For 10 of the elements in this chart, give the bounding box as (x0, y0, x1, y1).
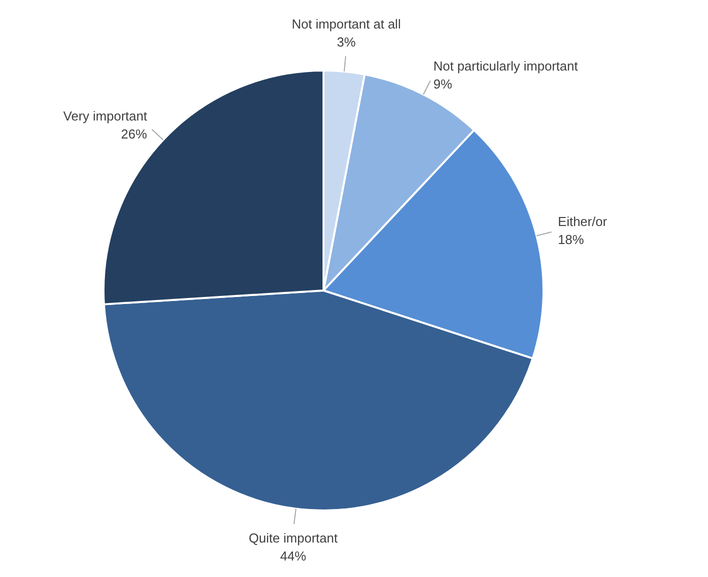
data-label: 9% (433, 76, 453, 92)
slice-label: Not particularly important (433, 58, 578, 74)
data-label: 44% (280, 548, 307, 564)
data-label: 26% (121, 126, 148, 142)
slice-label: Not important at all (292, 16, 401, 32)
slice-label: Very important (63, 108, 148, 124)
data-label: 18% (558, 232, 584, 247)
slice-label: Quite important (248, 530, 338, 546)
slice-label: Either/or (558, 214, 608, 229)
data-label: 3% (336, 34, 356, 50)
